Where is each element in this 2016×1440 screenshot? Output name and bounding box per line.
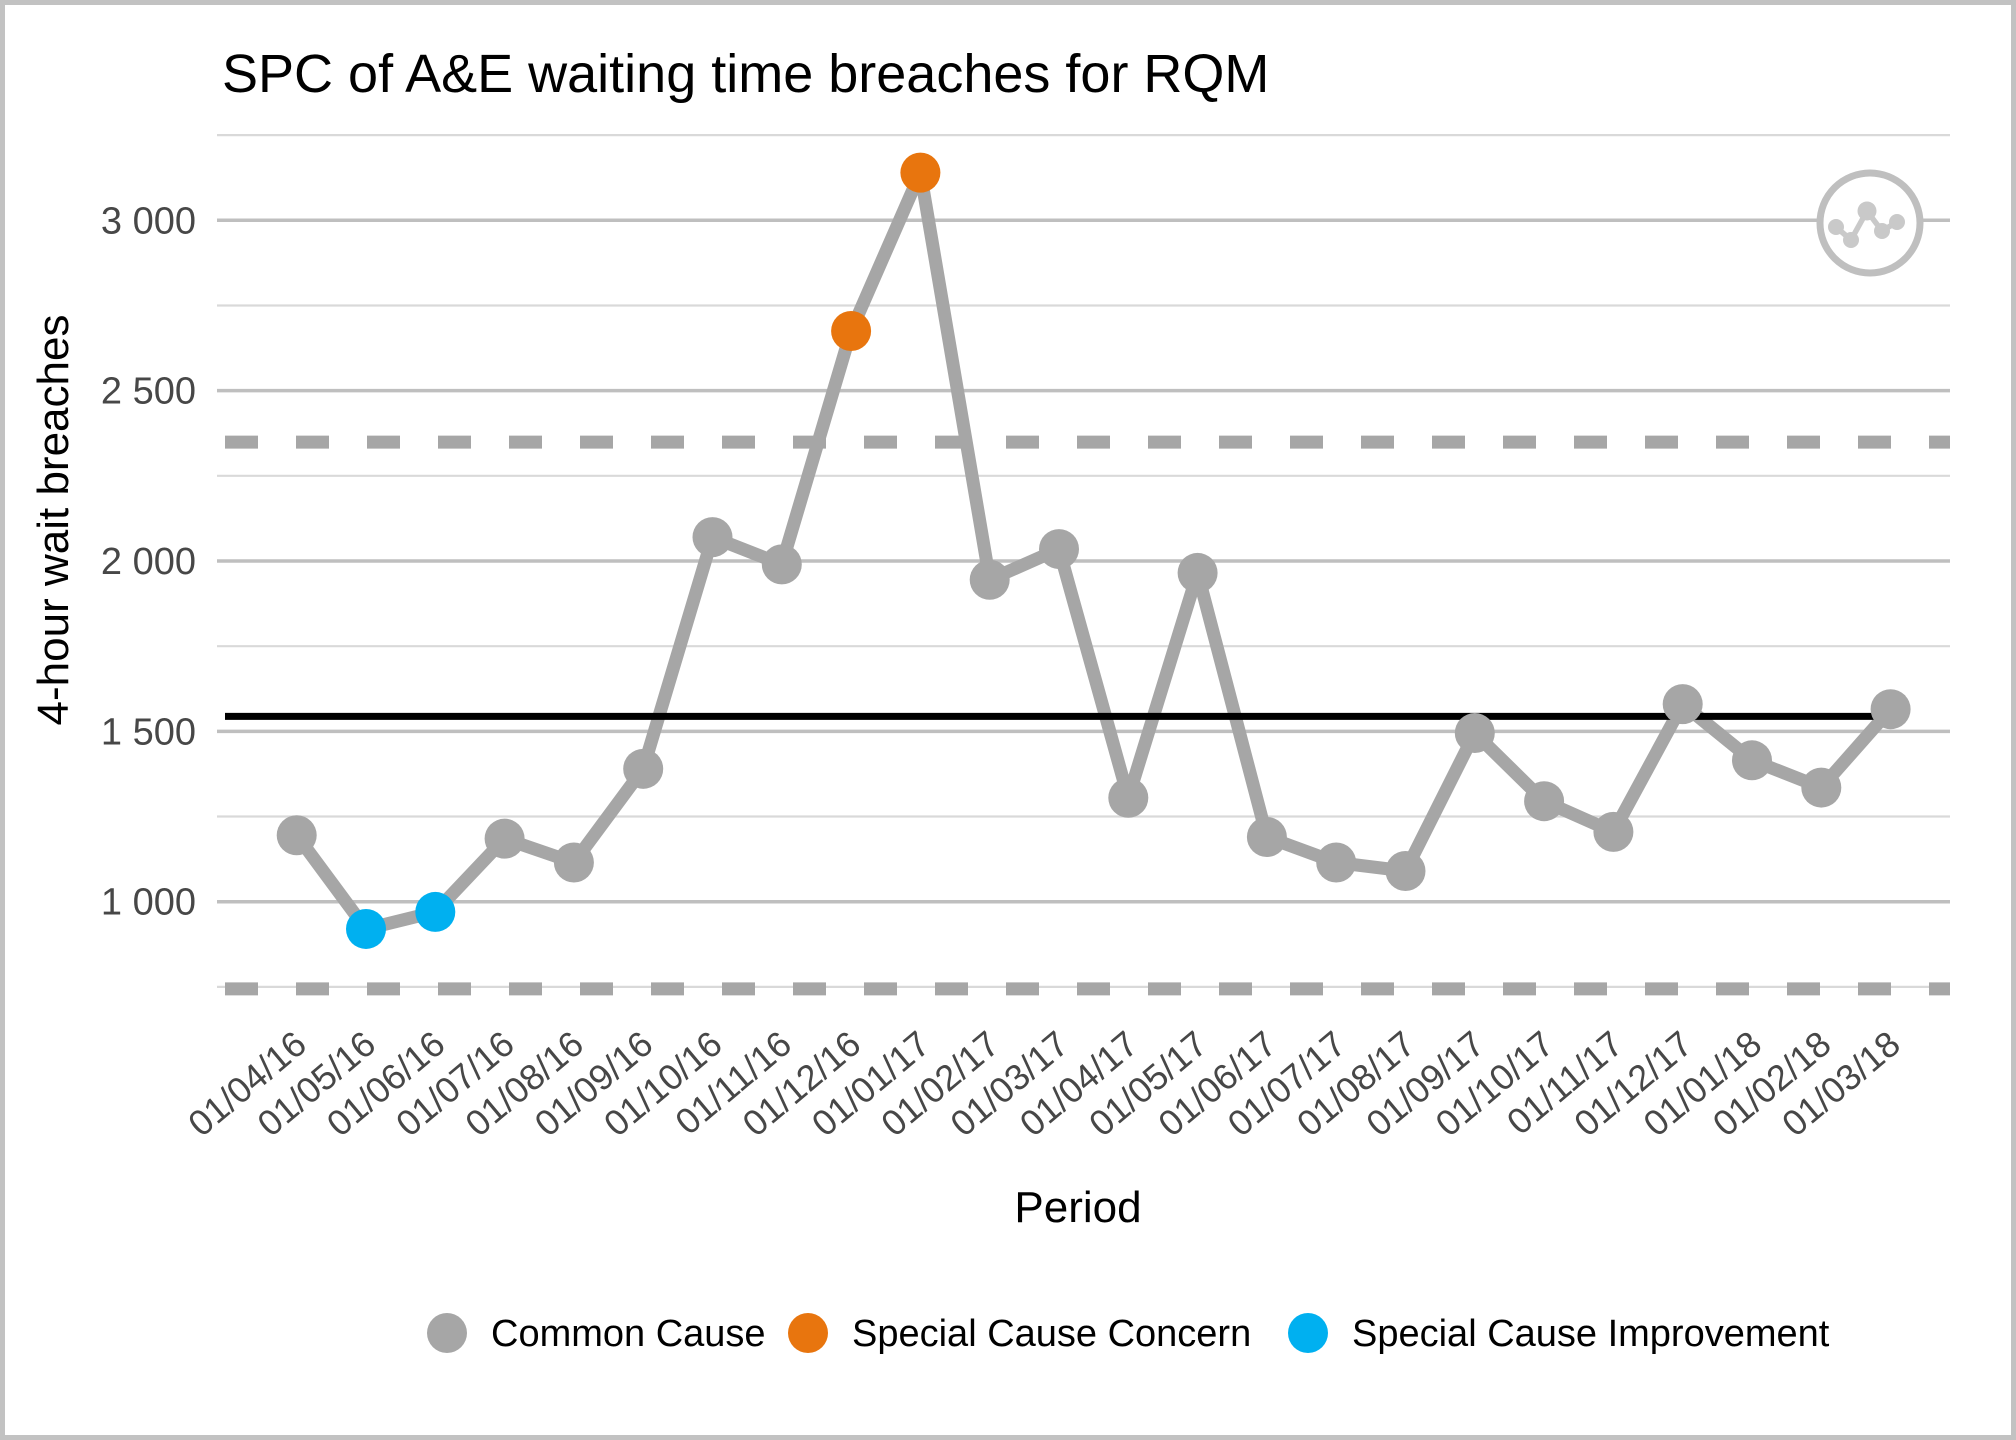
data-point-improvement [346,908,386,949]
data-point-common [1662,684,1703,725]
data-point-common [692,517,733,558]
legend-dot-2 [788,1313,828,1353]
chart-title: SPC of A&E waiting time breaches for RQM [222,44,1269,104]
y-axis-title: 4-hour wait breaches [29,315,78,726]
legend-label-1: Common Cause [491,1313,766,1355]
gridlines [217,134,1950,988]
data-point-common [1732,740,1772,781]
line-chart-circle-icon [1816,169,1924,277]
data-point-common [969,559,1010,600]
data-point-common [761,544,802,585]
control-limit-lines [225,435,1950,996]
data-series [225,152,1911,949]
y-tick-label: 2 000 [101,541,196,583]
legend-label-3: Special Cause Improvement [1352,1313,1830,1355]
chart-legend: Common Cause Special Cause Concern Special… [427,1313,1830,1355]
data-point-common [1524,781,1565,822]
data-point-common [1870,689,1911,730]
data-point-common [484,818,525,859]
y-tick-label: 2 500 [101,371,196,413]
data-point-common [1801,767,1842,808]
data-point-concern [900,152,941,193]
data-point-common [1385,851,1426,892]
data-point-improvement [415,891,456,932]
data-point-common [1316,842,1357,883]
x-axis-title: Period [1014,1183,1141,1232]
legend-label-2: Special Cause Concern [852,1313,1251,1355]
data-point-common [1108,777,1149,818]
data-point-concern [831,311,872,352]
y-tick-label: 3 000 [101,200,196,242]
data-point-common [1593,811,1634,852]
data-point-common [553,842,594,883]
data-point-common [1454,713,1495,754]
data-point-common [276,815,317,856]
legend-dot-3 [1288,1313,1328,1353]
data-point-common [1246,816,1287,857]
y-axis-tick-labels: 1 000 1 500 2 000 2 500 3 000 [101,200,196,923]
legend-dot-1 [427,1313,467,1353]
data-point-common [1177,552,1218,593]
data-point-common [1039,529,1079,570]
x-axis-tick-labels: 01/04/1601/05/1601/06/1601/07/1601/08/16… [180,1023,1908,1144]
y-tick-label: 1 000 [101,882,196,924]
data-point-common [623,748,664,789]
y-tick-label: 1 500 [101,711,196,753]
